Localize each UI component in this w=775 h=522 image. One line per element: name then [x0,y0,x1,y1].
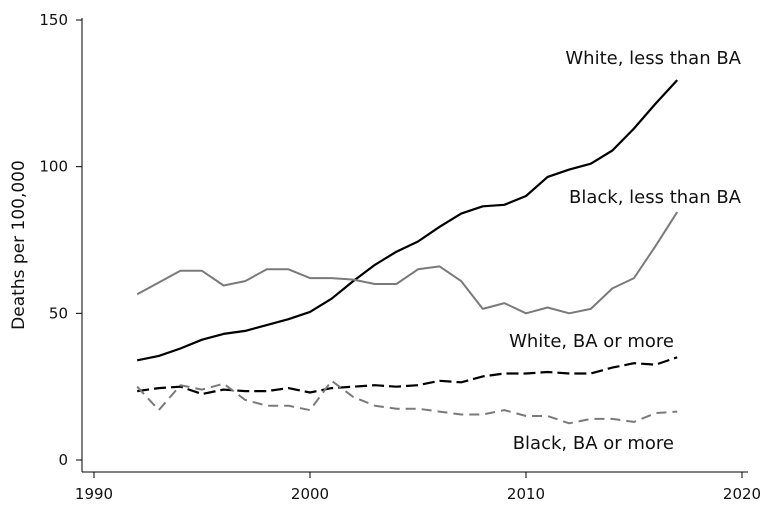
plot-frame [81,18,748,473]
series-line-white-less-than-ba [136,79,679,362]
series-labels: White, less than BA Black, less than BA … [509,48,742,454]
y-tick-label: 0 [58,451,68,469]
y-tick-label: 150 [39,11,68,29]
y-tick-label: 100 [39,158,68,176]
series-label-black-less-than-ba: Black, less than BA [569,187,742,208]
series-label-white-ba-or-more: White, BA or more [509,331,674,352]
series-lines [136,79,679,425]
x-axis-ticks: 1990 2000 2010 2020 [75,472,761,503]
series-line-black-ba-or-more [136,379,678,425]
x-tick-label: 2000 [291,485,329,503]
x-tick-label: 2020 [723,485,761,503]
series-line-black-less-than-ba [136,211,679,315]
x-tick-label: 2010 [507,485,545,503]
series-label-black-ba-or-more: Black, BA or more [513,433,674,454]
y-axis-title: Deaths per 100,000 [9,160,29,330]
series-label-white-less-than-ba: White, less than BA [565,48,741,69]
x-tick-label: 1990 [75,485,113,503]
y-axis-ticks: 0 50 100 150 [39,11,82,469]
y-tick-label: 50 [49,304,68,322]
series-line-white-ba-or-more [137,356,678,396]
